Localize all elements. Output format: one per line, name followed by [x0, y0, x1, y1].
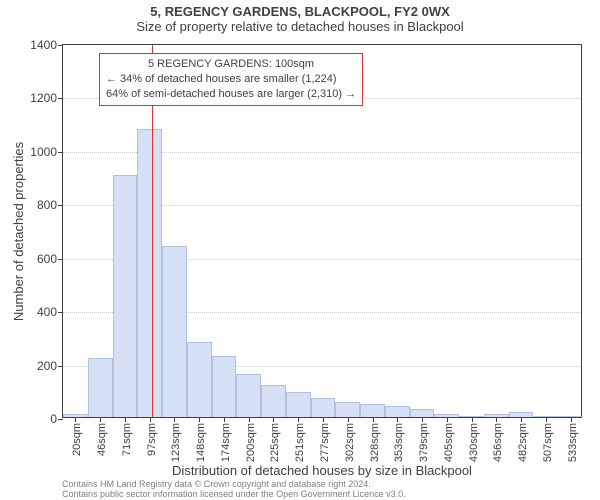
x-tick-mark: [150, 417, 151, 422]
x-tick-mark: [323, 417, 324, 422]
x-tick-label: 97sqm: [146, 423, 158, 456]
histogram-bar: [88, 358, 113, 417]
chart-title: 5, REGENCY GARDENS, BLACKPOOL, FY2 0WX: [0, 0, 600, 19]
x-tick-label: 533sqm: [567, 423, 579, 462]
histogram-bar: [335, 402, 360, 417]
y-tick-label: 0: [50, 412, 63, 426]
x-tick-mark: [174, 417, 175, 422]
y-axis-label: Number of detached properties: [12, 44, 26, 418]
y-tick-label: 1000: [30, 145, 63, 159]
info-box-line: 64% of semi-detached houses are larger (…: [106, 87, 356, 102]
x-tick-mark: [422, 417, 423, 422]
x-tick-label: 353sqm: [393, 423, 405, 462]
x-tick-label: 430sqm: [468, 423, 480, 462]
x-tick-mark: [348, 417, 349, 422]
x-tick-mark: [249, 417, 250, 422]
x-tick-mark: [273, 417, 274, 422]
x-tick-label: 46sqm: [96, 423, 108, 456]
x-tick-label: 20sqm: [71, 423, 83, 456]
x-tick-mark: [546, 417, 547, 422]
x-tick-mark: [397, 417, 398, 422]
x-tick-mark: [571, 417, 572, 422]
x-tick-mark: [298, 417, 299, 422]
x-axis-label: Distribution of detached houses by size …: [62, 463, 582, 478]
x-tick-mark: [100, 417, 101, 422]
x-tick-mark: [199, 417, 200, 422]
x-tick-label: 405sqm: [443, 423, 455, 462]
attribution-line-2: Contains public sector information licen…: [62, 490, 582, 500]
info-box: 5 REGENCY GARDENS: 100sqm← 34% of detach…: [99, 53, 363, 106]
info-box-line: ← 34% of detached houses are smaller (1,…: [106, 72, 356, 87]
y-tick-label: 600: [37, 252, 63, 266]
x-tick-mark: [224, 417, 225, 422]
histogram-bar: [212, 356, 237, 417]
histogram-bar: [162, 246, 187, 417]
histogram-bar: [261, 385, 286, 417]
y-tick-label: 1200: [30, 91, 63, 105]
x-tick-label: 328sqm: [369, 423, 381, 462]
x-tick-label: 71sqm: [121, 423, 133, 456]
x-tick-mark: [496, 417, 497, 422]
x-tick-label: 200sqm: [245, 423, 257, 462]
y-tick-label: 800: [37, 198, 63, 212]
info-box-line: 5 REGENCY GARDENS: 100sqm: [106, 57, 356, 72]
x-tick-label: 251sqm: [294, 423, 306, 462]
attribution: Contains HM Land Registry data © Crown c…: [62, 480, 582, 500]
chart-container: 5, REGENCY GARDENS, BLACKPOOL, FY2 0WX S…: [0, 0, 600, 500]
x-tick-mark: [75, 417, 76, 422]
x-tick-mark: [447, 417, 448, 422]
chart-subtitle: Size of property relative to detached ho…: [0, 19, 600, 38]
x-tick-mark: [125, 417, 126, 422]
histogram-bar: [286, 392, 311, 417]
x-tick-label: 123sqm: [170, 423, 182, 462]
plot-area: 020040060080010001200140020sqm46sqm71sqm…: [62, 44, 582, 418]
x-tick-label: 456sqm: [492, 423, 504, 462]
histogram-bar: [385, 406, 410, 417]
histogram-bar: [187, 342, 212, 417]
histogram-bar: [360, 404, 385, 417]
x-tick-label: 302sqm: [344, 423, 356, 462]
histogram-bar: [311, 398, 336, 417]
x-tick-label: 482sqm: [517, 423, 529, 462]
plot-rect: 020040060080010001200140020sqm46sqm71sqm…: [62, 44, 582, 418]
y-tick-label: 200: [37, 359, 63, 373]
x-tick-label: 507sqm: [542, 423, 554, 462]
y-tick-label: 1400: [30, 38, 63, 52]
histogram-bar: [113, 175, 138, 417]
y-tick-label: 400: [37, 305, 63, 319]
x-tick-mark: [472, 417, 473, 422]
histogram-bar: [236, 374, 261, 417]
x-tick-label: 148sqm: [195, 423, 207, 462]
x-tick-label: 277sqm: [319, 423, 331, 462]
histogram-bar: [410, 409, 435, 417]
x-tick-mark: [521, 417, 522, 422]
x-tick-label: 225sqm: [269, 423, 281, 462]
x-tick-label: 174sqm: [220, 423, 232, 462]
x-tick-mark: [373, 417, 374, 422]
histogram-bar: [137, 129, 162, 418]
x-tick-label: 379sqm: [418, 423, 430, 462]
